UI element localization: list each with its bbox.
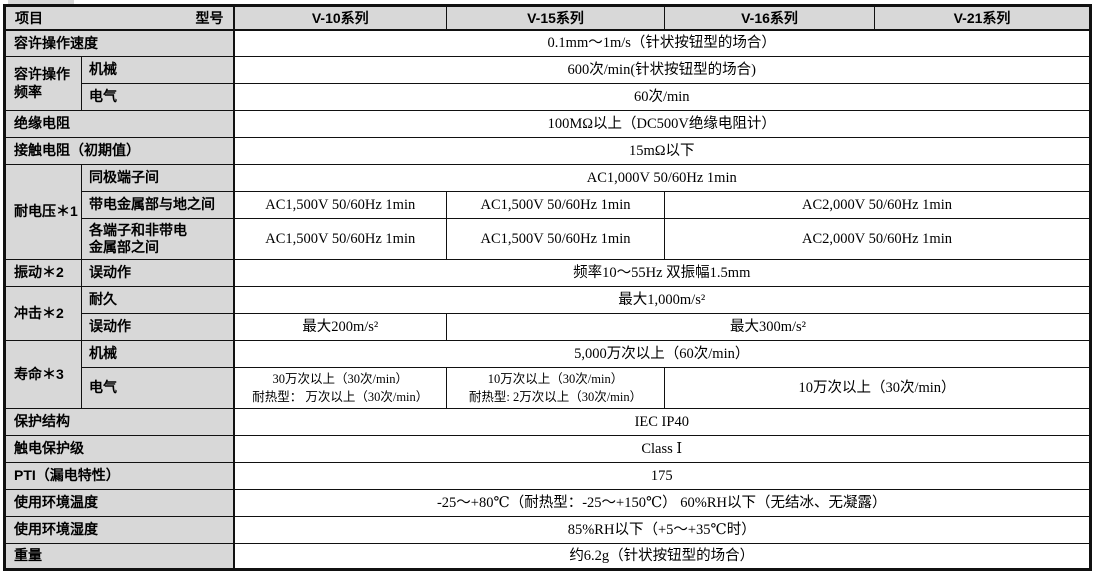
value-dielectric-noncurrent-v16-v21: AC2,000V 50/60Hz 1min bbox=[664, 218, 1091, 260]
value-protection-structure: IEC IP40 bbox=[232, 408, 1091, 436]
top-edge-artifact bbox=[8, 0, 74, 4]
sublabel-shock-malfunction: 误动作 bbox=[81, 313, 234, 341]
label-electric-shock-class: 触电保护级 bbox=[4, 435, 234, 463]
label-dielectric-strength: 耐电压＊1 bbox=[4, 164, 82, 260]
row-life-electrical: 电气 30万次以上（30次/min） 耐热型： 万次以上（30次/min） 10… bbox=[5, 367, 1091, 409]
header-item-label: 项目 bbox=[15, 9, 43, 26]
row-dielectric-noncurrent: 各端子和非带电 金属部之间 AC1,500V 50/60Hz 1min AC1,… bbox=[5, 218, 1091, 260]
sublabel-dielectric-noncurrent: 各端子和非带电 金属部之间 bbox=[81, 218, 234, 260]
row-weight: 重量 约6.2g（针状按钮型的场合） bbox=[4, 543, 1091, 570]
value-ambient-humidity: 85%RH以下（+5～+35℃时） bbox=[232, 516, 1091, 544]
value-dielectric-ground-v16-v21: AC2,000V 50/60Hz 1min bbox=[664, 191, 1091, 219]
value-electric-shock-class: Class Ⅰ bbox=[232, 435, 1091, 463]
value-shock-malfunction-v10: 最大200m/s² bbox=[232, 313, 447, 341]
row-ambient-temperature: 使用环境温度 -25～+80℃（耐热型：-25～+150℃） 60%RH以下（无… bbox=[4, 489, 1091, 517]
spec-table: 项目 型号 V-10系列 V-15系列 V-16系列 V-21系列 容许操作速度… bbox=[3, 4, 1092, 571]
value-dielectric-ground-v15: AC1,500V 50/60Hz 1min bbox=[446, 191, 665, 219]
label-operating-frequency: 容许操作频率 bbox=[4, 56, 82, 111]
label-vibration: 振动＊2 bbox=[4, 259, 82, 287]
sublabel-frequency-mechanical: 机械 bbox=[81, 56, 234, 84]
label-pti: PTI（漏电特性） bbox=[4, 462, 234, 490]
value-ambient-temperature: -25～+80℃（耐热型：-25～+150℃） 60%RH以下（无结冰、无凝露） bbox=[232, 489, 1091, 517]
row-contact-resistance: 接触电阻（初期值） 15mΩ以下 bbox=[4, 137, 1091, 165]
header-model-label: 型号 bbox=[195, 9, 224, 26]
value-life-electrical-v10: 30万次以上（30次/min） 耐热型： 万次以上（30次/min） bbox=[232, 367, 447, 409]
row-operating-frequency-electrical: 电气 60次/min bbox=[5, 83, 1091, 111]
value-insulation-resistance: 100MΩ以上（DC500V绝缘电阻计） bbox=[232, 110, 1091, 138]
header-row: 项目 型号 V-10系列 V-15系列 V-16系列 V-21系列 bbox=[4, 5, 1091, 31]
sublabel-frequency-electrical: 电气 bbox=[81, 83, 234, 111]
value-contact-resistance: 15mΩ以下 bbox=[232, 137, 1091, 165]
value-life-electrical-v16-v21: 10万次以上（30次/min） bbox=[664, 367, 1091, 409]
header-corner-cell: 项目 型号 bbox=[4, 5, 234, 31]
value-pti: 175 bbox=[232, 462, 1091, 490]
value-dielectric-noncurrent-v15: AC1,500V 50/60Hz 1min bbox=[446, 218, 665, 260]
value-shock-durability: 最大1,000m/s² bbox=[232, 286, 1091, 314]
label-shock: 冲击＊2 bbox=[4, 286, 82, 341]
label-life: 寿命＊3 bbox=[4, 340, 82, 409]
row-shock-malfunction: 误动作 最大200m/s² 最大300m/s² bbox=[5, 313, 1091, 341]
row-pti: PTI（漏电特性） 175 bbox=[4, 462, 1091, 490]
sublabel-life-mechanical: 机械 bbox=[81, 340, 234, 368]
row-ambient-humidity: 使用环境湿度 85%RH以下（+5～+35℃时） bbox=[4, 516, 1091, 544]
sublabel-dielectric-to-ground: 带电金属部与地之间 bbox=[81, 191, 234, 219]
header-series-v15: V-15系列 bbox=[446, 5, 665, 31]
label-contact-resistance: 接触电阻（初期值） bbox=[4, 137, 234, 165]
sublabel-shock-durability: 耐久 bbox=[81, 286, 234, 314]
row-vibration-malfunction: 振动＊2 误动作 频率10～55Hz 双振幅1.5mm bbox=[4, 259, 1091, 287]
label-ambient-humidity: 使用环境湿度 bbox=[4, 516, 234, 544]
value-weight: 约6.2g（针状按钮型的场合） bbox=[232, 543, 1091, 570]
value-dielectric-same-polarity: AC1,000V 50/60Hz 1min bbox=[232, 164, 1091, 192]
row-operating-speed: 容许操作速度 0.1mm～1m/s（针状按钮型的场合） bbox=[4, 29, 1091, 57]
header-series-v21: V-21系列 bbox=[874, 5, 1091, 31]
label-protection-structure: 保护结构 bbox=[4, 408, 234, 436]
row-dielectric-to-ground: 带电金属部与地之间 AC1,500V 50/60Hz 1min AC1,500V… bbox=[5, 191, 1091, 219]
value-frequency-electrical: 60次/min bbox=[232, 83, 1091, 111]
row-protection-structure: 保护结构 IEC IP40 bbox=[4, 408, 1091, 436]
sublabel-life-electrical: 电气 bbox=[81, 367, 234, 409]
header-series-v16: V-16系列 bbox=[664, 5, 875, 31]
value-shock-malfunction-v15-v21: 最大300m/s² bbox=[446, 313, 1091, 341]
label-operating-speed: 容许操作速度 bbox=[4, 29, 234, 57]
row-dielectric-same-polarity: 耐电压＊1 同极端子间 AC1,000V 50/60Hz 1min bbox=[4, 164, 1091, 260]
sublabel-vibration-malfunction: 误动作 bbox=[81, 259, 234, 287]
header-series-v10: V-10系列 bbox=[232, 5, 447, 31]
row-operating-frequency-mechanical: 容许操作频率 机械 600次/min(针状按钮型的场合) bbox=[4, 56, 1091, 111]
value-dielectric-noncurrent-v10: AC1,500V 50/60Hz 1min bbox=[232, 218, 447, 260]
value-life-mechanical: 5,000万次以上（60次/min） bbox=[232, 340, 1091, 368]
value-dielectric-ground-v10: AC1,500V 50/60Hz 1min bbox=[232, 191, 447, 219]
label-weight: 重量 bbox=[4, 543, 234, 570]
value-frequency-mechanical: 600次/min(针状按钮型的场合) bbox=[232, 56, 1091, 84]
value-vibration-malfunction: 频率10～55Hz 双振幅1.5mm bbox=[232, 259, 1091, 287]
sublabel-dielectric-same-polarity: 同极端子间 bbox=[81, 164, 234, 192]
row-electric-shock-class: 触电保护级 Class Ⅰ bbox=[4, 435, 1091, 463]
row-shock-durability: 冲击＊2 耐久 最大1,000m/s² bbox=[4, 286, 1091, 341]
row-life-mechanical: 寿命＊3 机械 5,000万次以上（60次/min） bbox=[4, 340, 1091, 409]
label-insulation-resistance: 绝缘电阻 bbox=[4, 110, 234, 138]
value-operating-speed: 0.1mm～1m/s（针状按钮型的场合） bbox=[232, 29, 1091, 57]
row-insulation-resistance: 绝缘电阻 100MΩ以上（DC500V绝缘电阻计） bbox=[4, 110, 1091, 138]
value-life-electrical-v15: 10万次以上（30次/min） 耐热型: 2万次以上（30次/min） bbox=[446, 367, 665, 409]
label-ambient-temperature: 使用环境温度 bbox=[4, 489, 234, 517]
